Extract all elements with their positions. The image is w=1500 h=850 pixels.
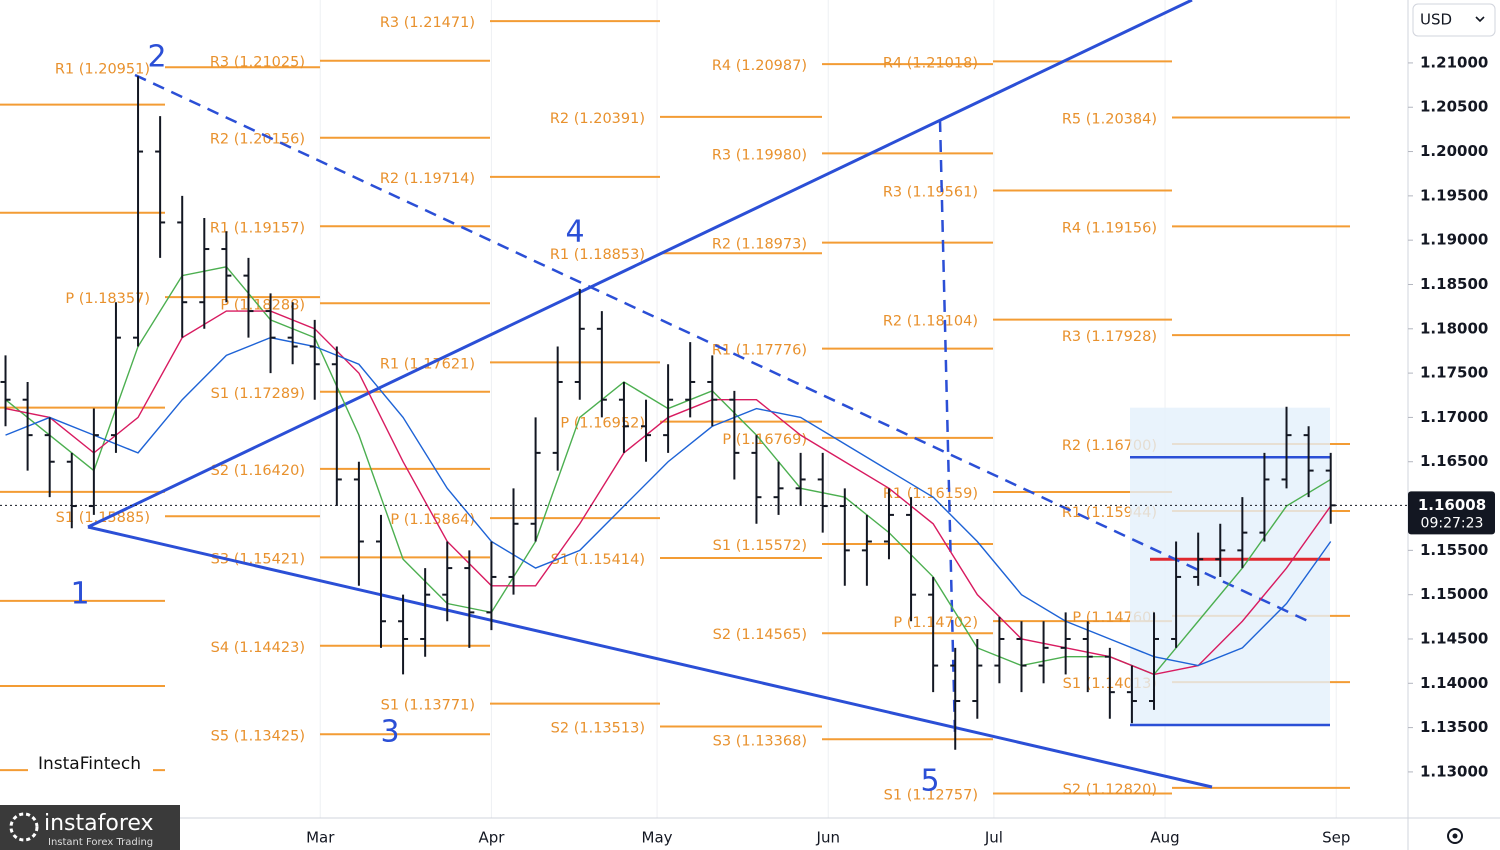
- pivot-label: R1 (1.19157): [210, 220, 305, 236]
- y-tick-label: 1.13000: [1420, 762, 1488, 780]
- pivot-label: R1 (1.17776): [712, 343, 807, 359]
- pivot-label: R3 (1.17928): [1062, 329, 1157, 345]
- pivot-label: S1 (1.12757): [884, 787, 978, 803]
- pivot-label: S1 (1.15414): [551, 552, 645, 568]
- pivot-label: R2 (1.20391): [550, 111, 645, 127]
- moving-average: [5, 336, 1332, 667]
- pivot-label: P (1.14702): [893, 615, 978, 631]
- pivot-label: R3 (1.21471): [380, 15, 475, 31]
- pivot-label: P (1.16952): [560, 416, 645, 432]
- pivot-label: P (1.15864): [390, 512, 475, 528]
- logo: instaforex: [44, 811, 154, 836]
- y-tick-label: 1.20500: [1420, 98, 1488, 116]
- wave-labels: 1 2 3 4 5: [70, 40, 939, 799]
- pivot-label: S1 (1.13771): [381, 698, 475, 714]
- brand-bg: [28, 745, 153, 781]
- currency-label[interactable]: USD: [1420, 11, 1452, 29]
- dashed-resistance: [134, 73, 1311, 624]
- brand: InstaFintech: [38, 754, 141, 774]
- pivot-label: R1 (1.16159): [883, 486, 978, 502]
- lower-trend-line: [87, 525, 1213, 789]
- pivot-label: R4 (1.19156): [1062, 220, 1157, 236]
- x-tick-label: Mar: [306, 829, 335, 847]
- pivot-label: S2 (1.12820): [1063, 782, 1157, 798]
- dropdown-caret[interactable]: [1475, 16, 1485, 23]
- y-tick-label: 1.14000: [1420, 674, 1488, 692]
- x-tick-label: Aug: [1150, 829, 1179, 847]
- pivot-label: S4 (1.14423): [211, 640, 305, 656]
- pivot-label: S1 (1.17289): [211, 386, 305, 402]
- y-tick-label: 1.14500: [1420, 629, 1488, 647]
- y-tick-label: 1.17000: [1420, 408, 1488, 426]
- wave-label: 1: [70, 577, 89, 612]
- wave-label: 2: [147, 40, 166, 75]
- logo-tagline: Instant Forex Trading: [48, 837, 153, 848]
- pivot-label: R1 (1.18853): [550, 247, 645, 263]
- x-tick-label: Jun: [816, 829, 840, 847]
- pivot-label: S2 (1.16420): [211, 463, 305, 479]
- pivot-label: P (1.18357): [65, 291, 150, 307]
- pivot-label: S2 (1.14565): [713, 627, 807, 643]
- y-tick-label: 1.13500: [1420, 718, 1488, 736]
- pivot-label: R4 (1.20987): [712, 58, 807, 74]
- y-tick-label: 1.16500: [1420, 452, 1488, 470]
- y-tick-label: 1.19000: [1420, 231, 1488, 249]
- pivot-label: P (1.18288): [220, 297, 305, 313]
- pivot-label: R2 (1.19714): [380, 171, 475, 187]
- trend-lines: [87, 0, 1311, 789]
- logo-gear: [9, 812, 39, 842]
- pivot-label: S1 (1.15885): [56, 510, 150, 526]
- pivot-label: R3 (1.19561): [883, 184, 978, 200]
- y-tick-label: 1.18000: [1420, 319, 1488, 337]
- price-timer: 09:27:23: [1421, 515, 1484, 531]
- profile-area: [1130, 407, 1330, 725]
- volume-profile: [1130, 407, 1330, 727]
- pivot-label: R5 (1.20384): [1062, 112, 1157, 128]
- pivot-label: R2 (1.18973): [712, 237, 807, 253]
- x-tick-label: Jul: [984, 829, 1003, 847]
- logo-bg: [0, 805, 180, 850]
- wave-label: 4: [565, 215, 584, 250]
- price-tag: [1408, 491, 1495, 535]
- pivot-label: S2 (1.13513): [551, 720, 645, 736]
- settings-icon[interactable]: [1447, 828, 1463, 844]
- pivot-label: R1 (1.20951): [55, 61, 150, 77]
- y-tick-label: 1.17500: [1420, 364, 1488, 382]
- pivot-label: R2 (1.20156): [210, 132, 305, 148]
- settings-ring[interactable]: [1447, 828, 1463, 844]
- pivot-label: S5 (1.13425): [211, 728, 305, 744]
- y-tick-label: 1.15500: [1420, 541, 1488, 559]
- price-bars: [0, 76, 1336, 750]
- upper-trend-line: [87, 0, 1193, 529]
- pivot-label: S3 (1.13368): [713, 733, 807, 749]
- axes: Mar Apr May Jun Jul Aug Sep 1.13000 1.13500 1.140…: [0, 53, 1495, 847]
- dashed-target: [938, 119, 957, 736]
- pivot-label: S1 (1.15572): [713, 538, 807, 554]
- wave-label: 3: [380, 715, 399, 750]
- pivot-label: S3 (1.15421): [211, 551, 305, 567]
- y-tick-label: 1.21000: [1420, 53, 1488, 71]
- pivot-label: R3 (1.19980): [712, 147, 807, 163]
- wave-label: 5: [920, 764, 939, 799]
- y-tick-label: 1.15000: [1420, 585, 1488, 603]
- settings-dot[interactable]: [1452, 833, 1458, 839]
- y-tick-label: 1.20000: [1420, 142, 1488, 160]
- price-tag-label: 1.16008: [1418, 496, 1486, 514]
- pivot-label: R4 (1.21018): [883, 55, 978, 71]
- pivot-label: P (1.16769): [722, 432, 807, 448]
- x-tick-label: May: [642, 829, 673, 847]
- pivot-label: R3 (1.21025): [210, 55, 305, 71]
- currency-select[interactable]: [1412, 3, 1496, 37]
- x-tick-label: Apr: [478, 829, 505, 847]
- pivot-label: R2 (1.18104): [883, 314, 978, 330]
- y-tick-label: 1.19500: [1420, 186, 1488, 204]
- x-tick-label: Sep: [1322, 829, 1350, 847]
- y-tick-label: 1.18500: [1420, 275, 1488, 293]
